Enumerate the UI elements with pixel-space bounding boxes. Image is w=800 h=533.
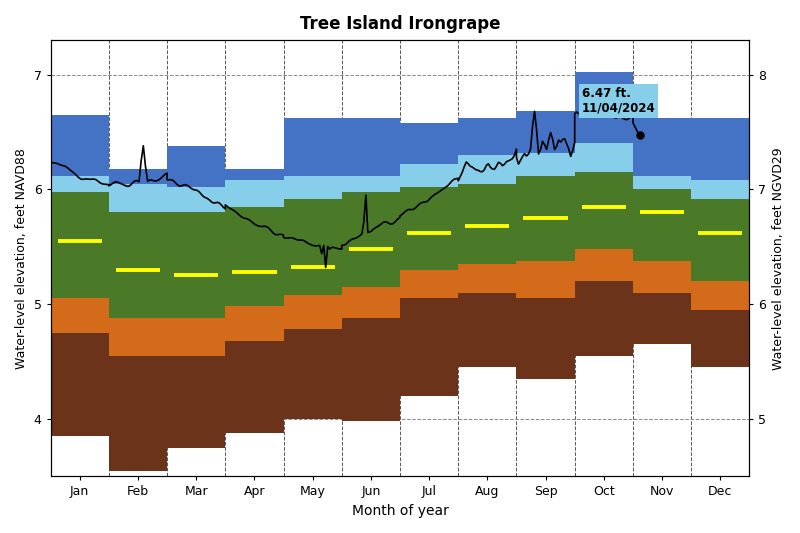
- Text: 6.47 ft.
11/04/2024: 6.47 ft. 11/04/2024: [582, 87, 655, 115]
- Title: Tree Island Irongrape: Tree Island Irongrape: [300, 15, 500, 33]
- Y-axis label: Water-level elevation, feet NGVD29: Water-level elevation, feet NGVD29: [772, 147, 785, 369]
- Y-axis label: Water-level elevation, feet NAVD88: Water-level elevation, feet NAVD88: [15, 148, 28, 369]
- X-axis label: Month of year: Month of year: [351, 504, 449, 518]
